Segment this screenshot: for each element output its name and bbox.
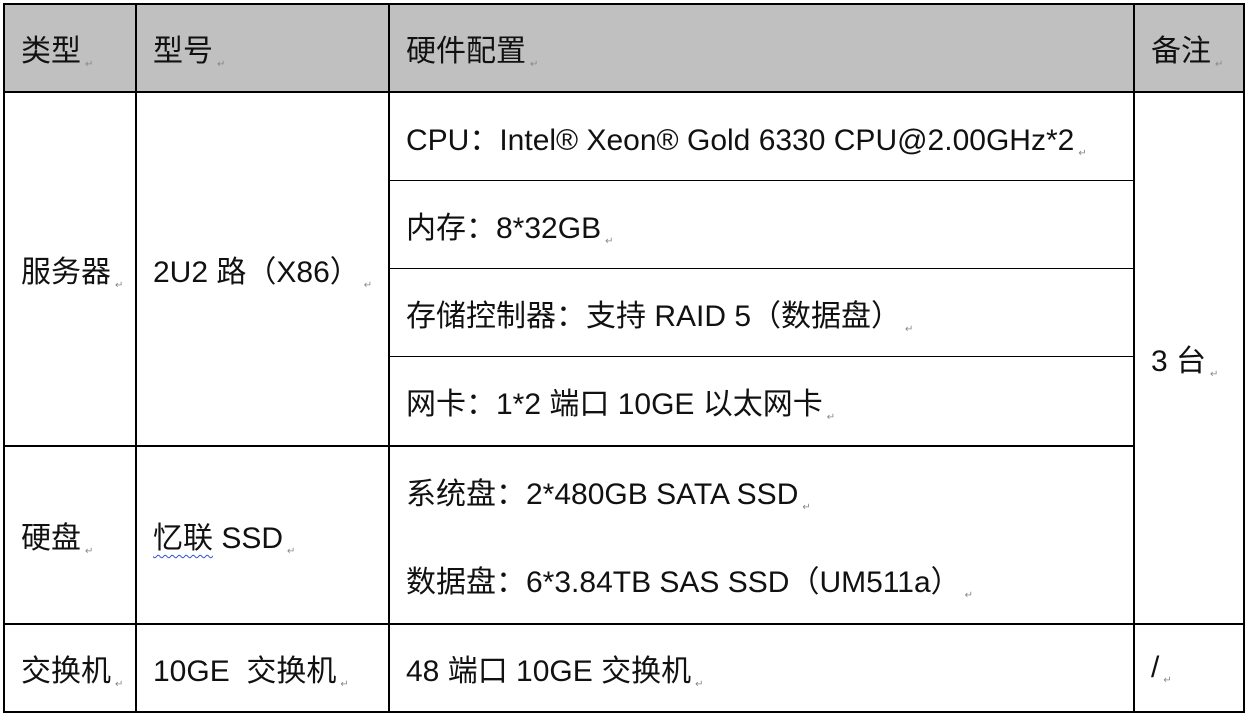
server-config: CPU：Intel® Xeon® Gold 6330 CPU@2.00GHz*2…	[388, 91, 1135, 447]
config-memory: 内存：8*32GB	[390, 181, 1133, 269]
switch-model: 10GE 交换机	[135, 623, 390, 713]
table-row-disk: 硬盘 忆联 SSD 系统盘：2*480GB SATA SSD 数据盘：6*3.8…	[3, 445, 1244, 625]
server-type: 服务器	[3, 91, 137, 447]
table-row-server: 服务器 2U2 路（X86） CPU：Intel® Xeon® Gold 633…	[3, 91, 1245, 625]
config-data-disk: 数据盘：6*3.84TB SAS SSD（UM511a）	[390, 535, 1133, 623]
header-config: 硬件配置	[388, 3, 1135, 93]
header-type: 类型	[3, 3, 137, 93]
header-note: 备注	[1133, 3, 1245, 93]
hardware-config-table: 类型 型号 硬件配置 备注 服务器 2U2 路（X86） CPU：Intel® …	[3, 3, 1245, 713]
header-model: 型号	[135, 3, 390, 93]
switch-note: /	[1133, 623, 1245, 713]
switch-config: 48 端口 10GE 交换机	[388, 623, 1135, 713]
switch-type: 交换机	[3, 623, 137, 713]
server-note: 3 台	[1133, 91, 1245, 625]
config-storage-controller: 存储控制器：支持 RAID 5（数据盘）	[390, 269, 1133, 357]
server-model: 2U2 路（X86）	[135, 91, 390, 447]
config-system-disk: 系统盘：2*480GB SATA SSD	[390, 447, 1133, 535]
config-nic: 网卡：1*2 端口 10GE 以太网卡	[390, 357, 1133, 445]
disk-config: 系统盘：2*480GB SATA SSD 数据盘：6*3.84TB SAS SS…	[388, 445, 1135, 625]
disk-type: 硬盘	[3, 445, 137, 625]
table-row-switch: 交换机 10GE 交换机 48 端口 10GE 交换机 /	[3, 623, 1245, 713]
disk-model: 忆联 SSD	[135, 445, 390, 625]
config-cpu: CPU：Intel® Xeon® Gold 6330 CPU@2.00GHz*2	[390, 93, 1133, 181]
header-row: 类型 型号 硬件配置 备注	[3, 3, 1245, 93]
